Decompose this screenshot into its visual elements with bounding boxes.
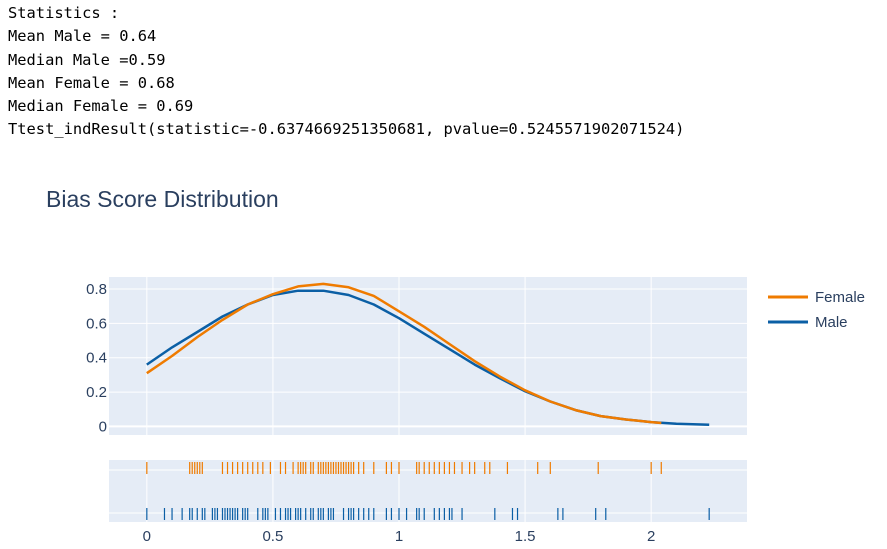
x-tick-label: 0	[143, 528, 151, 545]
series-line-female	[146, 282, 662, 425]
y-tick-label: 0.4	[86, 350, 107, 367]
stat-mean-male: Mean Male = 0.64	[8, 27, 157, 46]
density-curves	[146, 282, 710, 426]
stat-median-female: Median Female = 0.69	[8, 97, 194, 116]
y-tick-label: 0.2	[86, 384, 107, 401]
y-tick-label: 0	[99, 418, 107, 435]
y-tick-label: 0.8	[86, 281, 107, 298]
legend-item-male[interactable]: Male	[768, 314, 848, 331]
x-tick-label: 1	[395, 528, 403, 545]
legend[interactable]: Female Male	[768, 289, 865, 331]
stat-ttest-result: Ttest_indResult(statistic=-0.63746692513…	[8, 120, 685, 139]
legend-label-male: Male	[815, 314, 848, 331]
axis-ticks: 0 0.5 1 1.5 2 0 0.2 0.4 0.6 0.8	[86, 281, 655, 545]
stats-heading: Statistics :	[8, 4, 120, 22]
density-plot-area	[109, 277, 747, 435]
stat-mean-female: Mean Female = 0.68	[8, 73, 175, 92]
stat-median-male: Median Male =0.59	[8, 50, 166, 69]
x-tick-label: 0.5	[262, 528, 283, 545]
x-tick-label: 1.5	[515, 528, 536, 545]
legend-item-female[interactable]: Female	[768, 289, 865, 306]
y-tick-label: 0.6	[86, 315, 107, 332]
chart-title: Bias Score Distribution	[46, 186, 279, 212]
stats-output: Statistics : Mean Male = 0.64 Median Mal…	[8, 2, 684, 142]
x-tick-label: 2	[647, 528, 655, 545]
grid-lines	[109, 277, 747, 522]
legend-label-female: Female	[815, 289, 865, 306]
rug-marks	[146, 462, 710, 520]
